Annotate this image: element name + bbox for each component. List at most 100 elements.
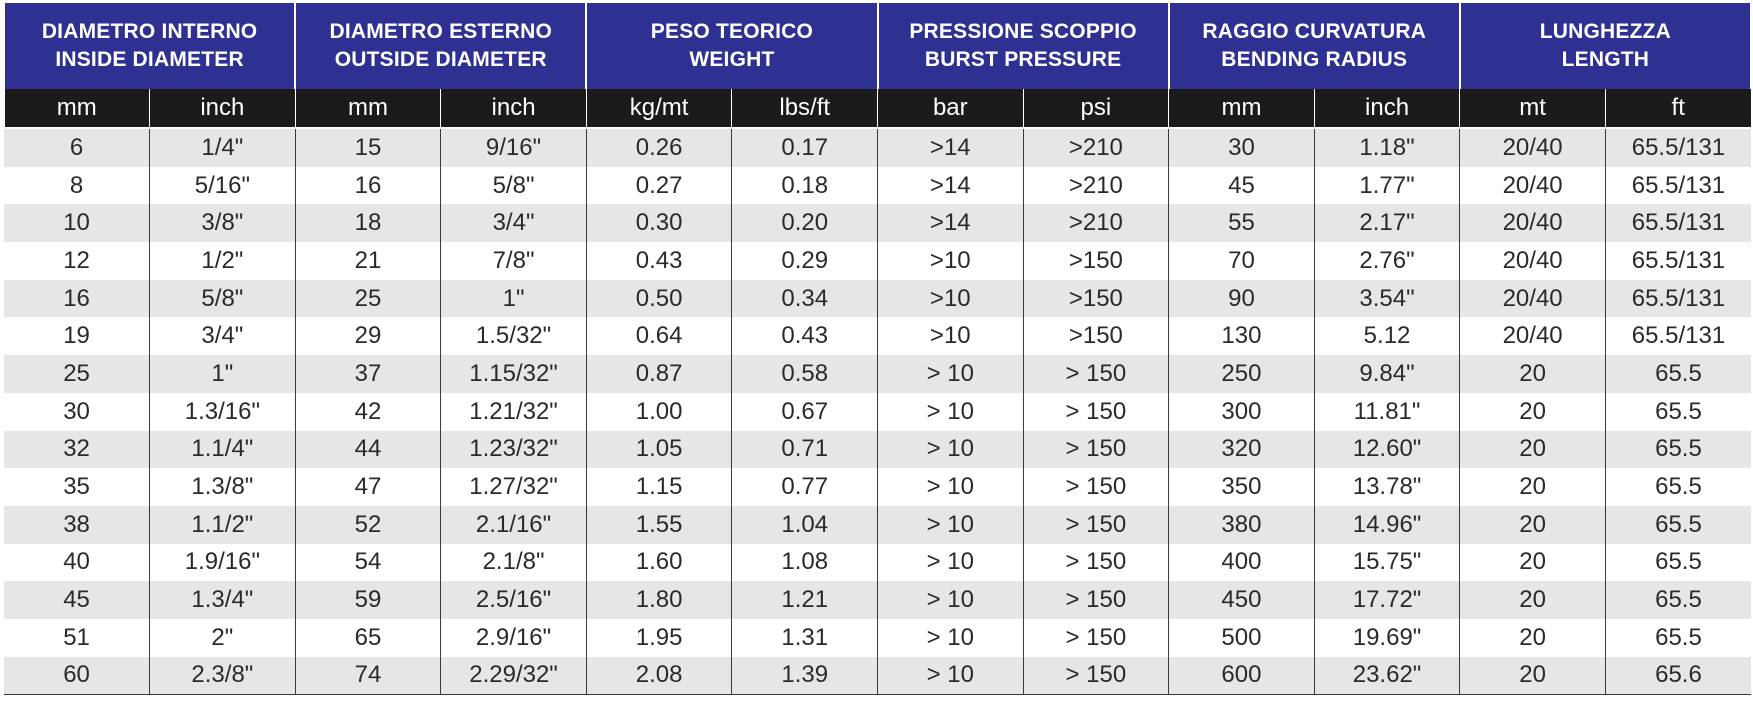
table-cell: 0.87: [585, 355, 733, 393]
table-cell: 20/40: [1459, 279, 1606, 318]
table-cell: 65.5: [1604, 618, 1751, 657]
table-cell: 450: [1168, 581, 1315, 619]
table-cell: 42: [294, 392, 442, 431]
unit-header: bar: [877, 89, 1024, 129]
table-cell: 9/16": [440, 128, 587, 167]
table-cell: 2.1/8": [440, 543, 587, 582]
table-cell: 0.34: [731, 279, 878, 318]
table-cell: 2.17": [1313, 204, 1461, 243]
table-cell: 90: [1168, 279, 1315, 318]
header-label-it: LUNGHEZZA: [1539, 20, 1672, 43]
table-row: 30 1.3/16" 42 1.21/32" 1.00 0.67 > 10 > 150 300 1…: [4, 392, 1751, 431]
table-cell: 20: [1459, 581, 1606, 619]
table-cell: 12.60": [1313, 430, 1461, 469]
table-row: 19 3/4" 29 1.5/32" 0.64 0.43 >10 >150 130 5.12 20/…: [4, 317, 1751, 356]
table-cell: 65.5: [1604, 543, 1751, 582]
table-cell: 18: [294, 204, 442, 243]
table-cell: 1.39: [731, 656, 878, 696]
table-cell: 65.5: [1604, 392, 1751, 431]
table-cell: >150: [1022, 317, 1170, 356]
table-cell: 23.62": [1313, 656, 1461, 696]
unit-header-row: mm inch mm inch kg/mt lbs/ft bar psi mm …: [3, 89, 1752, 129]
table-cell: 15.75": [1313, 543, 1461, 582]
table-cell: 0.18: [731, 166, 878, 205]
table-cell: 1.60: [585, 543, 733, 582]
table-cell: 1.21/32": [440, 392, 587, 431]
table-cell: 25: [294, 279, 442, 318]
table-cell: 5.12: [1313, 317, 1461, 356]
table-cell: 1.00: [585, 392, 733, 431]
table-cell: 47: [294, 468, 442, 506]
table-cell: 0.67: [731, 392, 878, 431]
table-cell: > 150: [1022, 468, 1170, 506]
table-cell: 65.5/131: [1604, 204, 1751, 243]
table-cell: 1.3/8": [149, 468, 296, 506]
table-cell: 1.5/32": [440, 317, 587, 356]
table-cell: 5/8": [440, 166, 587, 205]
table-cell: 1.21: [731, 581, 878, 619]
table-cell: 17.72": [1313, 581, 1461, 619]
table-cell: 130: [1168, 317, 1315, 356]
table-cell: 11.81": [1313, 392, 1461, 431]
table-cell: 320: [1168, 430, 1315, 469]
table-cell: 6: [4, 128, 151, 167]
table-cell: 1.1/4": [149, 430, 296, 469]
table-row: 12 1/2" 21 7/8" 0.43 0.29 >10 >150 70 2.76" 20/40 6…: [4, 242, 1751, 280]
table-cell: 2.5/16": [440, 581, 587, 619]
table-cell: 65.5/131: [1604, 166, 1751, 205]
table-cell: 0.71: [731, 430, 878, 469]
table-cell: > 10: [877, 656, 1024, 696]
table-cell: 29: [294, 317, 442, 356]
table-cell: 20/40: [1459, 128, 1606, 167]
table-cell: 1.77": [1313, 166, 1461, 205]
table-cell: >150: [1022, 242, 1170, 280]
table-cell: 20: [1459, 430, 1606, 469]
table-cell: 20/40: [1459, 242, 1606, 280]
table-cell: 1.05: [585, 430, 733, 469]
table-cell: 55: [1168, 204, 1315, 243]
table-cell: 20/40: [1459, 166, 1606, 205]
header-bending-radius: RAGGIO CURVATURA BENDING RADIUS: [1167, 3, 1461, 89]
table-cell: 600: [1168, 656, 1315, 696]
table-cell: 0.77: [731, 468, 878, 506]
table-cell: 65.5/131: [1604, 317, 1751, 356]
table-cell: 20/40: [1459, 204, 1606, 243]
table-cell: 1.55: [585, 505, 733, 544]
table-cell: 1": [149, 355, 296, 393]
header-label-en: LENGTH: [1561, 48, 1650, 71]
table-row: 6 1/4" 15 9/16" 0.26 0.17 >14 >210 30 1.18" 20/40 6…: [4, 128, 1751, 167]
header-weight: PESO TEORICO WEIGHT: [585, 3, 879, 89]
table-cell: 1.15/32": [440, 355, 587, 393]
table-cell: 0.20: [731, 204, 878, 243]
table-cell: 0.43: [731, 317, 878, 356]
table-cell: 1.23/32": [440, 430, 587, 469]
table-cell: 2.08: [585, 656, 733, 696]
unit-header: mm: [1168, 89, 1315, 129]
table-cell: 65.6: [1604, 656, 1751, 696]
table-cell: 1.31: [731, 618, 878, 657]
header-label-it: PRESSIONE SCOPPIO: [909, 20, 1137, 43]
table-cell: > 10: [877, 392, 1024, 431]
unit-header: mm: [3, 89, 151, 129]
table-row: 25 1" 37 1.15/32" 0.87 0.58 > 10 > 150 250 9.84" 2…: [4, 355, 1751, 393]
table-cell: 5/8": [149, 279, 296, 318]
table-cell: 65.5: [1604, 505, 1751, 544]
table-cell: 65.5: [1604, 355, 1751, 393]
table-cell: 20/40: [1459, 317, 1606, 356]
table-cell: 45: [1168, 166, 1315, 205]
table-cell: 16: [294, 166, 442, 205]
table-cell: > 10: [877, 355, 1024, 393]
header-label-en: BURST PRESSURE: [924, 48, 1122, 71]
table-cell: 65.5/131: [1604, 279, 1751, 318]
table-cell: 7/8": [440, 242, 587, 280]
table-cell: 13.78": [1313, 468, 1461, 506]
table-cell: 3/4": [149, 317, 296, 356]
table-cell: 1.80: [585, 581, 733, 619]
unit-header: kg/mt: [585, 89, 733, 129]
table-cell: 0.50: [585, 279, 733, 318]
table-cell: 1/2": [149, 242, 296, 280]
table-cell: >210: [1022, 128, 1170, 167]
table-cell: 20: [1459, 618, 1606, 657]
table-cell: > 150: [1022, 355, 1170, 393]
table-cell: 54: [294, 543, 442, 582]
